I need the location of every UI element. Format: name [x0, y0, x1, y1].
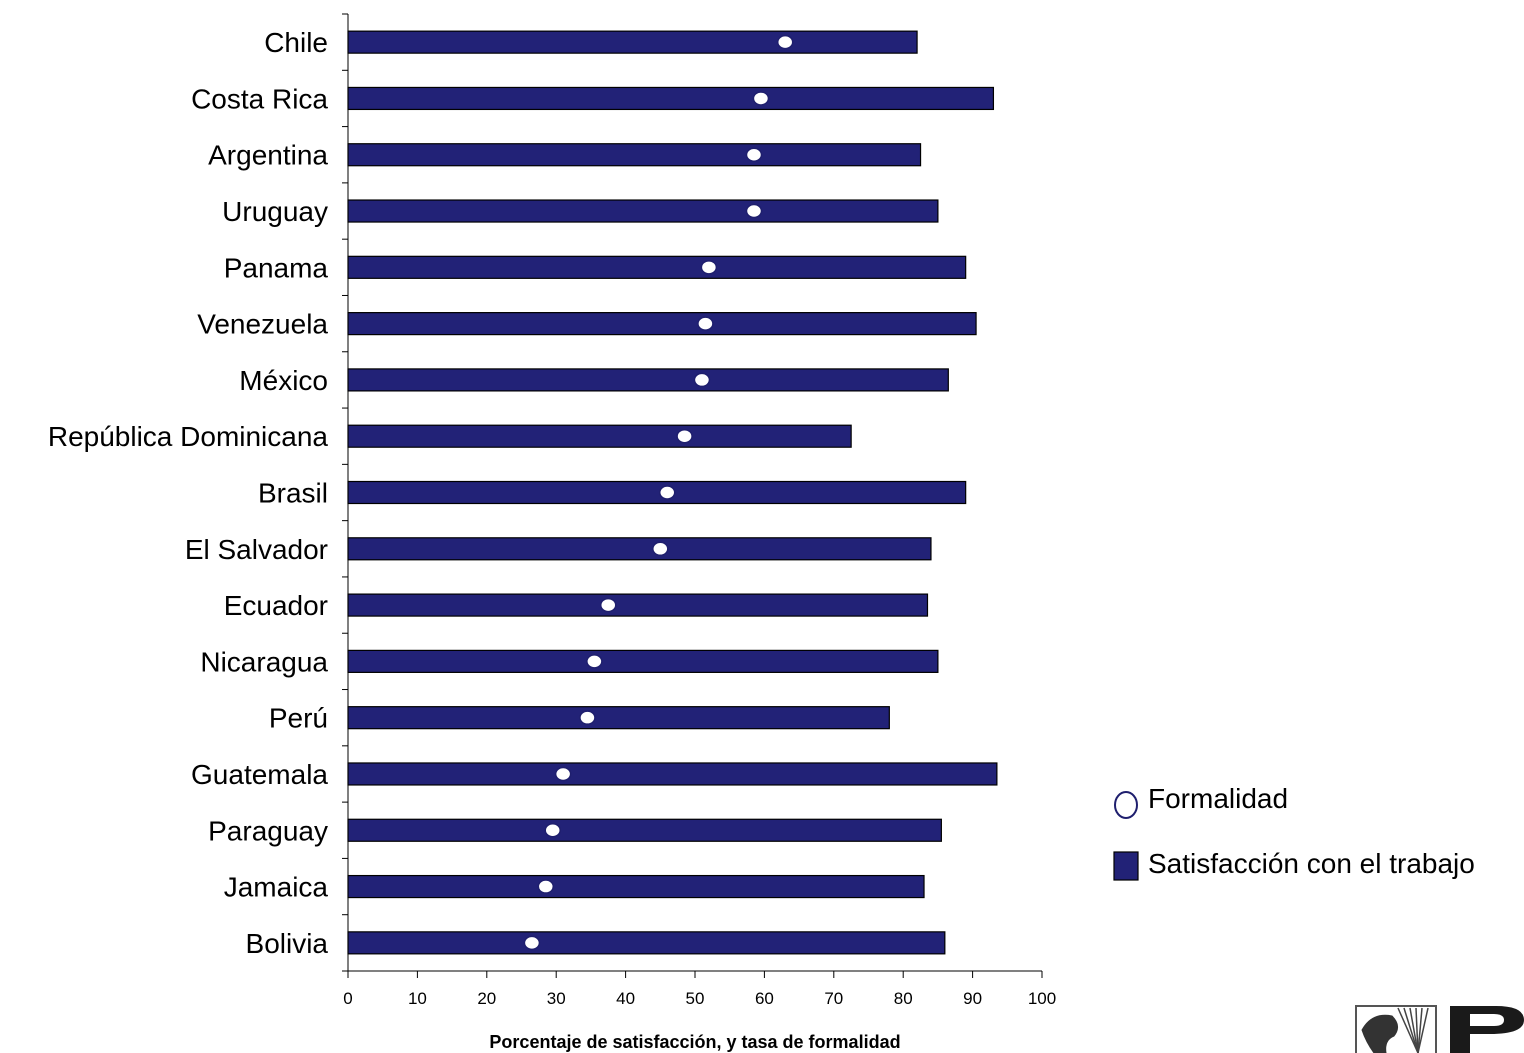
- bar-guatemala: [347, 762, 998, 786]
- category-label-brasil: Brasil: [258, 478, 328, 509]
- bar-panama: [347, 255, 967, 279]
- x-axis-title: Porcentaje de satisfacción, y tasa de fo…: [489, 1032, 900, 1052]
- bar-mexico: [347, 368, 949, 392]
- category-label-venezuela: Venezuela: [197, 309, 328, 340]
- legend-formalidad-label: Formalidad: [1148, 783, 1288, 814]
- legend: Formalidad Satisfacción con el trabajo: [1113, 783, 1475, 881]
- x-tick-label-20: 20: [477, 989, 496, 1008]
- marker-nicaragua: [586, 654, 603, 669]
- category-label-argentina: Argentina: [208, 140, 328, 171]
- marker-chile: [776, 34, 794, 50]
- bar-uruguay: [347, 199, 939, 223]
- bar-costa-rica: [347, 86, 995, 111]
- bar-nicaragua: [347, 649, 939, 673]
- marker-brasil: [658, 485, 676, 500]
- logo-ray: [1417, 1007, 1429, 1053]
- category-label-bolivia: Bolivia: [246, 928, 329, 959]
- category-label-guatemala: Guatemala: [191, 759, 328, 790]
- marker-jamaica: [537, 879, 555, 894]
- bar-bolivia: [347, 931, 946, 955]
- category-label-mexico: México: [239, 365, 328, 396]
- x-tick-label-70: 70: [824, 989, 843, 1008]
- category-label-republica-dominicana: República Dominicana: [48, 421, 329, 452]
- bar-peru: [347, 706, 890, 730]
- category-label-costa-rica: Costa Rica: [191, 83, 328, 114]
- x-tick-label-80: 80: [894, 989, 913, 1008]
- marker-el-salvador: [652, 541, 669, 557]
- marker-costa-rica: [752, 91, 770, 106]
- marker-uruguay: [745, 203, 763, 219]
- logo: [1355, 1005, 1524, 1053]
- bar-ecuador: [347, 593, 929, 617]
- x-tick-label-100: 100: [1028, 989, 1056, 1008]
- logo-ray: [1409, 1007, 1419, 1053]
- category-labels: Chile Costa Rica Argentina Uruguay Panama Ven…: [48, 27, 329, 959]
- bar-venezuela: [347, 312, 977, 336]
- marker-republica-dominicana: [676, 428, 693, 444]
- bar-argentina: [347, 143, 922, 167]
- category-label-el-salvador: El Salvador: [185, 534, 328, 565]
- logo-ray: [1417, 1007, 1423, 1053]
- marker-paraguay: [544, 823, 561, 838]
- category-label-panama: Panama: [224, 252, 329, 283]
- legend-formalidad-icon: [1114, 791, 1138, 819]
- x-tick-label-90: 90: [963, 989, 982, 1008]
- x-tick-label-0: 0: [343, 989, 352, 1008]
- marker-argentina: [745, 147, 763, 162]
- category-label-jamaica: Jamaica: [224, 872, 329, 903]
- category-label-chile: Chile: [264, 27, 328, 58]
- x-tick-label-60: 60: [755, 989, 774, 1008]
- bar-republica-dominicana: [347, 424, 852, 448]
- x-tick-label-10: 10: [408, 989, 427, 1008]
- marker-mexico: [693, 372, 711, 388]
- legend-satisfaccion-icon: [1113, 851, 1139, 881]
- legend-satisfaccion-label: Satisfacción con el trabajo: [1148, 848, 1475, 879]
- marker-ecuador: [600, 597, 617, 613]
- x-tick-label-30: 30: [547, 989, 566, 1008]
- logo-ray: [1415, 1007, 1419, 1053]
- marker-guatemala: [554, 766, 572, 782]
- category-label-paraguay: Paraguay: [208, 815, 328, 846]
- bar-el-salvador: [347, 537, 932, 561]
- logo-landmass: [1361, 1014, 1398, 1053]
- globe-icon: [1355, 1005, 1437, 1053]
- marker-peru: [579, 710, 596, 725]
- logo-ray: [1403, 1007, 1419, 1053]
- category-label-ecuador: Ecuador: [224, 590, 328, 621]
- marker-bolivia: [523, 935, 541, 951]
- axes: [342, 13, 1043, 978]
- logo-ray: [1397, 1007, 1419, 1053]
- category-label-peru: Perú: [269, 703, 328, 734]
- marker-venezuela: [697, 316, 714, 331]
- bar-paraguay: [347, 818, 942, 842]
- bar-brasil: [347, 480, 967, 505]
- markers-layer: [523, 34, 794, 951]
- marker-panama: [700, 260, 718, 275]
- x-tick-labels: 0 10 20 30 40 50 60 70 80 90 100: [343, 989, 1056, 1008]
- x-tick-label-40: 40: [616, 989, 635, 1008]
- logo-letter-mark: [1450, 1006, 1524, 1053]
- bar-chile: [347, 30, 918, 54]
- bar-jamaica: [347, 874, 925, 899]
- x-tick-label-50: 50: [686, 989, 705, 1008]
- category-label-nicaragua: Nicaragua: [200, 646, 328, 677]
- category-label-uruguay: Uruguay: [222, 196, 328, 227]
